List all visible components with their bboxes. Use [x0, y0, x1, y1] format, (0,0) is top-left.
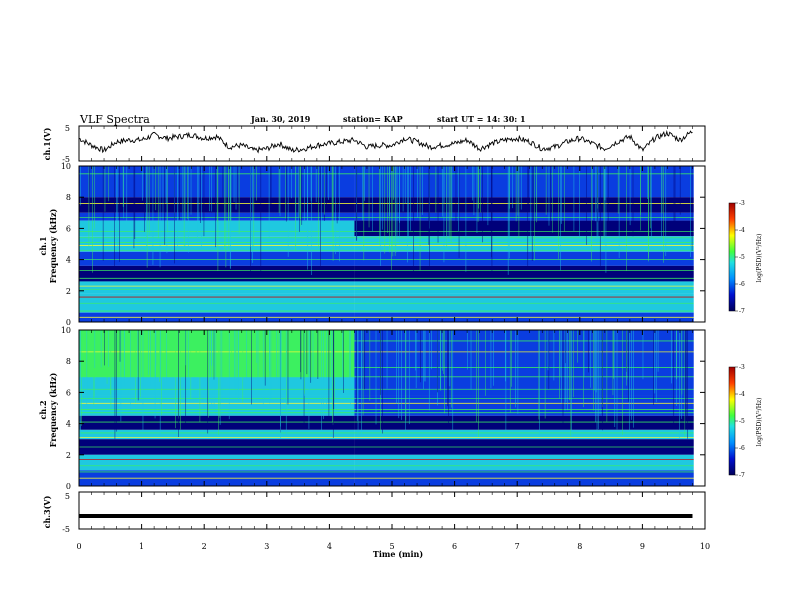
ch1-frame: [78, 125, 706, 162]
colorbar-tick-label: -4: [739, 227, 745, 234]
spec-band-after: [354, 197, 705, 213]
freq-tick-label: 2: [66, 287, 71, 296]
spec-band-after: [354, 220, 705, 237]
time-tick-label: 2: [202, 542, 207, 551]
time-tick-label: 8: [577, 542, 582, 551]
ch1-spec-ylabel-1: ch.1: [38, 236, 48, 255]
spec-band-after: [354, 330, 705, 377]
colorbar-tick-label: -6: [739, 281, 745, 288]
ch1-spec-ylabel-2: Frequency (kHz): [48, 208, 58, 283]
colorbar-tick-label: -3: [739, 200, 745, 207]
time-tick-label: 1: [139, 542, 144, 551]
ch2-colorbar: [728, 366, 736, 476]
spec-band-before: [79, 220, 355, 237]
freq-tick-label: 6: [66, 224, 71, 233]
spec-band-before: [79, 197, 355, 213]
freq-tick-label: 8: [66, 193, 71, 202]
colorbar-tick-label: -5: [739, 418, 745, 425]
station-label: station= KAP: [343, 114, 403, 124]
freq-tick-label: 8: [66, 357, 71, 366]
x-axis-label: Time (min): [373, 549, 423, 559]
colorbar-tick-label: -7: [739, 308, 745, 315]
time-tick-label: 3: [264, 542, 269, 551]
spec-band-before: [79, 429, 355, 440]
spec-band-before: [79, 166, 355, 198]
spec-band-before: [79, 236, 355, 252]
colorbar-tick-label: -5: [739, 254, 745, 261]
freq-tick-label: 4: [66, 420, 71, 429]
ch1-trace-line: [78, 129, 693, 154]
ch1-ytick-bottom: -5: [62, 155, 70, 164]
ch3-frame: [78, 491, 706, 530]
ch3-ytick-bottom: -5: [62, 525, 70, 534]
spec-band-after: [354, 236, 705, 252]
colorbar-tick-label: -6: [739, 445, 745, 452]
spec-band-after: [354, 454, 705, 471]
spec-band-before: [79, 454, 355, 471]
time-tick-label: 4: [327, 542, 332, 551]
spec-band-after: [354, 281, 705, 294]
freq-tick-label: 10: [61, 326, 71, 335]
time-tick-label: 9: [640, 542, 645, 551]
spec-band-before: [79, 376, 355, 396]
date-label: Jan. 30, 2019: [250, 114, 311, 124]
spec-band-before: [79, 395, 355, 416]
ch1-ylabel: ch.1(V): [42, 127, 52, 160]
ch1-spectrogram-image: [79, 166, 705, 322]
spec-no-data: [693, 166, 705, 322]
time-axis: 0 1 2 3 4 5 6 7 8 9 10: [76, 126, 710, 551]
spec-no-data: [693, 330, 705, 486]
spec-band-before: [79, 212, 355, 221]
start-time-label: start UT = 14: 30: 1: [437, 114, 526, 124]
ch1-colorbar-label: log(PSD)(V²/Hz): [756, 234, 763, 283]
time-tick-label: 7: [515, 542, 520, 551]
ch1-waveform-series: [78, 129, 693, 154]
time-tick-label: 0: [76, 542, 81, 551]
colorbar-tick-label: -4: [739, 391, 745, 398]
time-tick-label: 5: [389, 542, 394, 551]
spec-band-before: [79, 251, 355, 266]
spec-band-after: [354, 265, 705, 282]
spec-band-after: [354, 376, 705, 396]
ch2-spectrogram-image: [79, 330, 705, 486]
spec-band-after: [354, 212, 705, 221]
spec-band-after: [354, 166, 705, 198]
spec-band-before: [79, 265, 355, 282]
ch2-spec-ylabel-1: ch.2: [38, 400, 48, 419]
freq-tick-label: 0: [66, 482, 71, 491]
time-tick-label: 10: [700, 542, 710, 551]
figure-title: VLF Spectra: [79, 113, 150, 126]
freq-tick-label: 6: [66, 388, 71, 397]
ch3-ytick-top: 5: [65, 492, 70, 501]
ch1-colorbar: [728, 202, 736, 312]
freq-tick-label: 10: [61, 162, 71, 171]
ch3-ylabel: ch.3(V): [42, 495, 52, 528]
spec-band-after: [354, 251, 705, 266]
spec-band-after: [354, 395, 705, 416]
time-tick-label: 6: [452, 542, 457, 551]
spec-band-after: [354, 415, 705, 430]
freq-tick-label: 0: [66, 318, 71, 327]
ch2-colorbar-label: log(PSD)(V²/Hz): [756, 398, 763, 447]
ch1-ytick-top: 5: [65, 124, 70, 133]
spec-band-after: [354, 429, 705, 440]
spec-band-before: [79, 415, 355, 430]
ch2-spec-ylabel-2: Frequency (kHz): [48, 372, 58, 447]
spec-band-before: [79, 330, 355, 377]
colorbar-tick-label: -7: [739, 472, 745, 479]
spec-band-before: [79, 281, 355, 294]
freq-tick-label: 2: [66, 451, 71, 460]
freq-tick-label: 4: [66, 256, 71, 265]
colorbar-tick-label: -3: [739, 364, 745, 371]
